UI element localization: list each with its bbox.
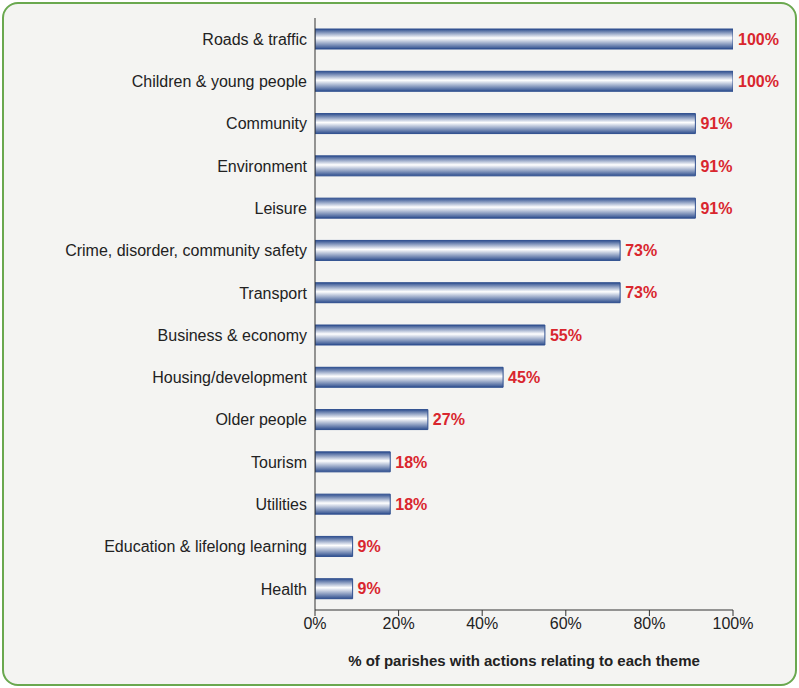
- svg-text:60%: 60%: [550, 615, 582, 632]
- svg-text:Older people: Older people: [215, 411, 307, 428]
- svg-text:100%: 100%: [713, 615, 754, 632]
- svg-text:27%: 27%: [433, 411, 465, 428]
- svg-text:% of parishes with actions rel: % of parishes with actions relating to e…: [348, 652, 700, 669]
- svg-text:40%: 40%: [466, 615, 498, 632]
- svg-text:55%: 55%: [550, 327, 582, 344]
- svg-text:18%: 18%: [395, 496, 427, 513]
- svg-text:Environment: Environment: [217, 158, 307, 175]
- svg-text:Utilities: Utilities: [255, 496, 307, 513]
- svg-text:Crime, disorder, community saf: Crime, disorder, community safety: [65, 242, 307, 259]
- svg-text:100%: 100%: [738, 73, 779, 90]
- svg-text:Business & economy: Business & economy: [158, 327, 307, 344]
- svg-text:Housing/development: Housing/development: [152, 369, 307, 386]
- svg-text:0%: 0%: [303, 615, 326, 632]
- svg-text:Roads & traffic: Roads & traffic: [202, 31, 307, 48]
- svg-text:Education & lifelong learning: Education & lifelong learning: [104, 538, 307, 555]
- svg-text:73%: 73%: [625, 242, 657, 259]
- svg-text:Leisure: Leisure: [255, 200, 308, 217]
- svg-text:91%: 91%: [700, 115, 732, 132]
- svg-text:Children & young people: Children & young people: [132, 73, 307, 90]
- svg-text:18%: 18%: [395, 454, 427, 471]
- svg-text:91%: 91%: [700, 158, 732, 175]
- svg-text:Health: Health: [261, 581, 307, 598]
- svg-text:9%: 9%: [358, 580, 381, 597]
- svg-text:80%: 80%: [633, 615, 665, 632]
- svg-text:91%: 91%: [700, 200, 732, 217]
- svg-text:45%: 45%: [508, 369, 540, 386]
- svg-text:20%: 20%: [383, 615, 415, 632]
- svg-text:73%: 73%: [625, 284, 657, 301]
- svg-text:Community: Community: [226, 115, 307, 132]
- svg-text:100%: 100%: [738, 31, 779, 48]
- svg-text:Transport: Transport: [239, 285, 307, 302]
- svg-text:9%: 9%: [358, 538, 381, 555]
- svg-text:Tourism: Tourism: [251, 454, 307, 471]
